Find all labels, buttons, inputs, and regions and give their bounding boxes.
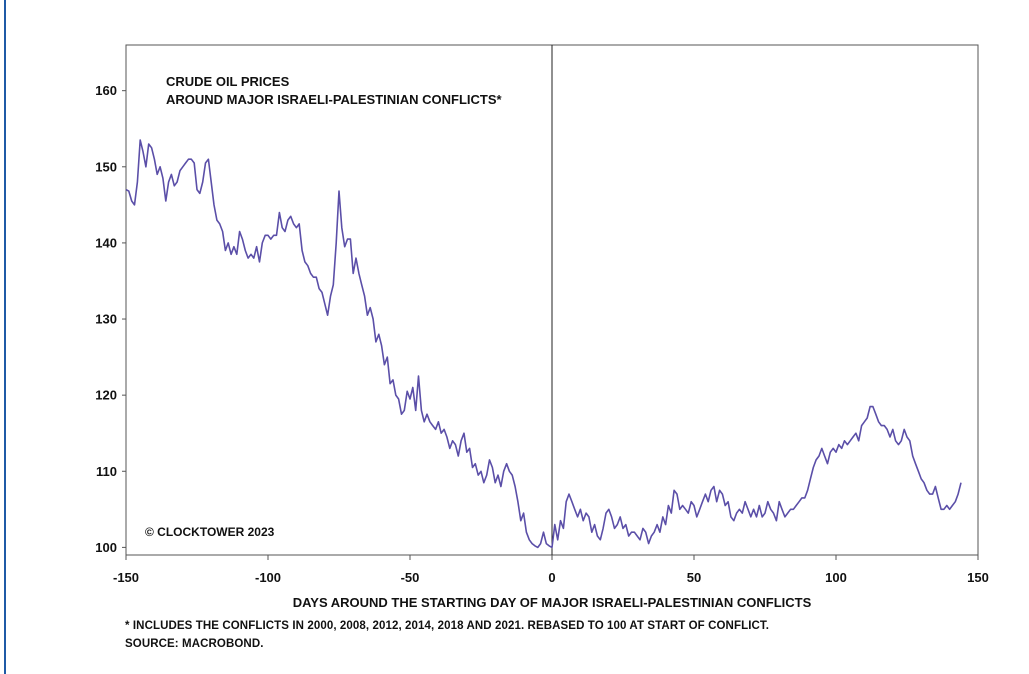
y-axis: 100 110 120 130 140 150 160 bbox=[95, 83, 126, 555]
y-tick-label: 160 bbox=[95, 83, 117, 98]
x-tick-label: -100 bbox=[255, 570, 281, 585]
y-tick-label: 150 bbox=[95, 159, 117, 174]
x-tick-label: -50 bbox=[401, 570, 420, 585]
y-tick-label: 100 bbox=[95, 540, 117, 555]
x-tick-label: -150 bbox=[113, 570, 139, 585]
x-axis-label: DAYS AROUND THE STARTING DAY OF MAJOR IS… bbox=[293, 595, 812, 610]
y-tick-label: 110 bbox=[96, 464, 117, 479]
copyright-label: © CLOCKTOWER 2023 bbox=[145, 525, 275, 539]
y-tick-label: 120 bbox=[95, 388, 117, 403]
x-tick-label: 0 bbox=[548, 570, 555, 585]
crude-oil-price-line bbox=[125, 139, 962, 549]
left-frame-border bbox=[4, 0, 6, 674]
x-axis: -150 -100 -50 0 50 100 150 bbox=[113, 555, 989, 585]
footnote-source: SOURCE: MACROBOND. bbox=[125, 638, 264, 650]
x-tick-label: 50 bbox=[687, 570, 701, 585]
footnote-conflicts: * INCLUDES THE CONFLICTS IN 2000, 2008, … bbox=[125, 620, 770, 632]
chart-title-line-2: AROUND MAJOR ISRAELI-PALESTINIAN CONFLIC… bbox=[166, 92, 503, 107]
y-tick-label: 130 bbox=[95, 312, 117, 327]
x-tick-label: 150 bbox=[967, 570, 989, 585]
x-tick-label: 100 bbox=[825, 570, 847, 585]
chart-title-line-1: CRUDE OIL PRICES bbox=[166, 74, 290, 89]
y-tick-label: 140 bbox=[95, 235, 117, 250]
